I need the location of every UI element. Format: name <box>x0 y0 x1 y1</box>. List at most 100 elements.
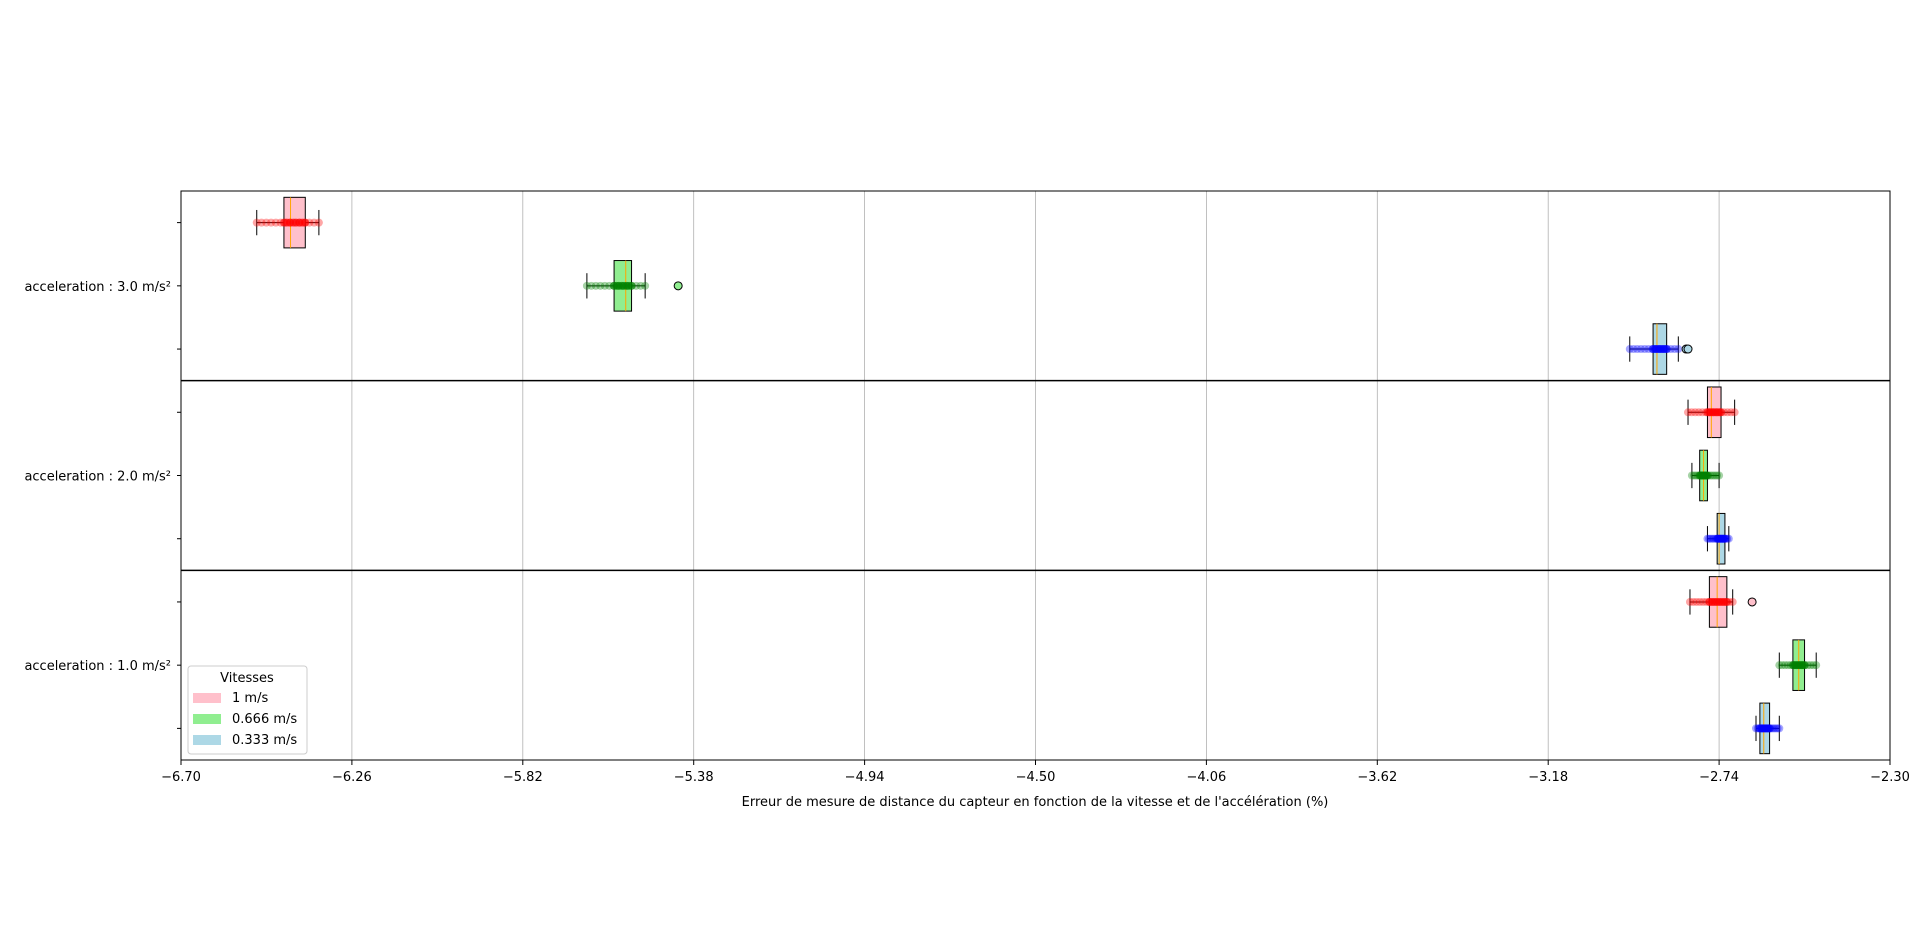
data-point <box>1778 661 1787 670</box>
data-point <box>1809 661 1818 670</box>
data-point <box>252 218 261 227</box>
legend-entry-label: 1 m/s <box>232 691 268 706</box>
data-point <box>1687 471 1696 480</box>
data-point <box>1775 724 1784 733</box>
data-point <box>1629 345 1638 354</box>
box-2-2 <box>1751 702 1784 755</box>
data-point <box>600 281 609 290</box>
box-0-0 <box>252 196 323 249</box>
data-point <box>591 281 600 290</box>
data-point <box>262 218 271 227</box>
data-point <box>1727 408 1736 417</box>
data-point <box>1775 661 1784 670</box>
data-point <box>1723 408 1732 417</box>
data-point <box>1720 534 1729 543</box>
data-point <box>1812 661 1821 670</box>
data-point <box>1806 661 1815 670</box>
data-point <box>1636 345 1645 354</box>
data-point <box>267 218 276 227</box>
x-tick-label: −2.30 <box>1870 770 1910 785</box>
data-point <box>1765 724 1774 733</box>
legend-swatch <box>193 735 221 745</box>
data-point <box>1773 724 1782 733</box>
data-point <box>1687 408 1696 417</box>
data-point <box>1728 597 1737 606</box>
data-point <box>1694 408 1703 417</box>
data-point <box>1625 345 1634 354</box>
x-tick-label: −2.74 <box>1699 770 1739 785</box>
flier-point <box>673 281 683 291</box>
data-point <box>1710 471 1719 480</box>
grid-lines <box>351 191 1720 760</box>
data-point <box>641 281 650 290</box>
data-point <box>1722 597 1731 606</box>
x-tick-label: −6.70 <box>161 770 201 785</box>
data-point <box>1690 471 1699 480</box>
y-group-label: acceleration : 2.0 m/s² <box>24 470 171 485</box>
data-point <box>314 218 323 227</box>
y-axis-ticks: acceleration : 3.0 m/s² acceleration : 2.… <box>24 222 181 729</box>
data-point <box>587 281 596 290</box>
data-point <box>1685 597 1694 606</box>
box-2-0 <box>1685 576 1757 628</box>
y-group-label: acceleration : 1.0 m/s² <box>24 659 171 674</box>
data-point <box>1691 408 1700 417</box>
data-point <box>1633 345 1642 354</box>
x-tick-label: −5.38 <box>674 770 714 785</box>
x-axis-ticks: −6.70 −6.26 −5.82 −5.38 −4.94 −4.50 −4.06 −3.62… <box>161 760 1910 785</box>
box-0-1 <box>582 260 683 312</box>
data-point <box>1800 661 1809 670</box>
data-point <box>271 218 280 227</box>
x-tick-label: −3.18 <box>1528 770 1568 785</box>
data-point <box>1706 534 1715 543</box>
x-tick-label: −4.94 <box>845 770 885 785</box>
data-point <box>1780 661 1789 670</box>
box-1-2 <box>1703 512 1733 565</box>
data-point <box>310 218 319 227</box>
data-point <box>1692 597 1701 606</box>
flier-point <box>1747 597 1757 607</box>
box-series <box>252 196 1821 755</box>
y-group-label: acceleration : 3.0 m/s² <box>24 280 171 295</box>
box-1-1 <box>1687 449 1724 502</box>
legend-swatch <box>193 714 221 724</box>
box-0-2 <box>1625 323 1693 375</box>
legend-entry-label: 0.333 m/s <box>232 733 297 748</box>
data-point <box>1695 597 1704 606</box>
data-point <box>1771 724 1780 733</box>
data-point <box>257 218 266 227</box>
legend-title: Vitesses <box>220 671 274 686</box>
flier-point <box>1683 344 1693 354</box>
data-point <box>596 281 605 290</box>
legend-swatch <box>193 693 221 703</box>
legend-entry-label: 0.666 m/s <box>232 712 297 727</box>
data-point <box>1684 408 1693 417</box>
group-separators <box>181 379 1890 572</box>
data-point <box>1713 471 1722 480</box>
data-point <box>1730 408 1739 417</box>
data-point <box>1674 345 1683 354</box>
data-point <box>1689 597 1698 606</box>
legend-frame <box>187 665 308 755</box>
x-tick-label: −6.26 <box>332 770 372 785</box>
data-point <box>636 281 645 290</box>
data-point <box>1699 597 1708 606</box>
x-tick-label: −5.82 <box>503 770 543 785</box>
data-point <box>1670 345 1679 354</box>
legend: Vitesses 1 m/s 0.666 m/s 0.333 m/s <box>187 665 308 755</box>
data-point <box>301 218 310 227</box>
legend-entries: 1 m/s 0.666 m/s 0.333 m/s <box>193 691 297 748</box>
data-point <box>582 281 591 290</box>
data-point <box>1640 345 1649 354</box>
x-axis-label: Erreur de mesure de distance du capteur … <box>742 795 1329 810</box>
x-tick-label: −4.50 <box>1016 770 1056 785</box>
data-point <box>1705 534 1714 543</box>
data-point <box>627 281 636 290</box>
data-point <box>1662 345 1671 354</box>
box-2-1 <box>1775 639 1821 691</box>
data-point <box>1715 471 1724 480</box>
data-point <box>1703 471 1712 480</box>
x-tick-label: −4.06 <box>1186 770 1226 785</box>
x-tick-label: −3.62 <box>1357 770 1397 785</box>
